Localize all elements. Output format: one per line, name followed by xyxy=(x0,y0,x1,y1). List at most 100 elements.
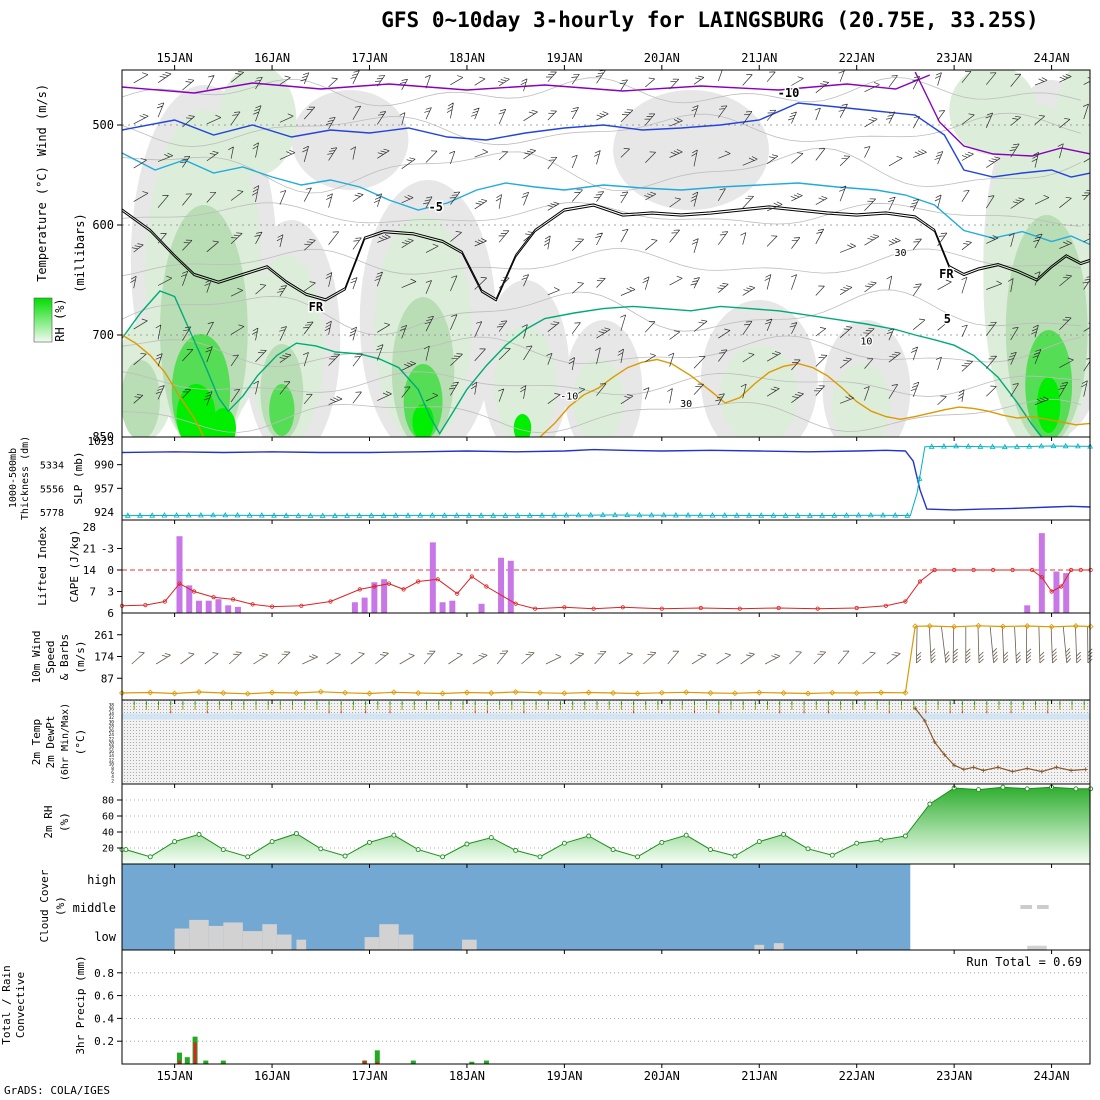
svg-text:Run Total = 0.69: Run Total = 0.69 xyxy=(966,955,1082,969)
svg-text:19JAN: 19JAN xyxy=(546,51,582,65)
svg-text:957: 957 xyxy=(94,482,114,495)
svg-text:12: 12 xyxy=(109,757,115,763)
svg-text:17JAN: 17JAN xyxy=(351,1069,387,1083)
svg-text:-5: -5 xyxy=(429,200,443,214)
svg-text:5778: 5778 xyxy=(40,508,64,519)
svg-text:600: 600 xyxy=(92,218,114,232)
svg-text:2m RH: 2m RH xyxy=(42,805,55,838)
svg-text:32: 32 xyxy=(109,715,115,721)
svg-text:20: 20 xyxy=(102,844,114,855)
svg-text:19JAN: 19JAN xyxy=(546,1069,582,1083)
svg-text:22JAN: 22JAN xyxy=(839,1069,875,1083)
svg-text:34: 34 xyxy=(109,711,115,717)
svg-text:261: 261 xyxy=(94,629,114,642)
svg-text:28: 28 xyxy=(109,724,115,730)
svg-text:5556: 5556 xyxy=(40,484,64,495)
svg-text:16JAN: 16JAN xyxy=(254,51,290,65)
svg-text:Thickness (dm): Thickness (dm) xyxy=(20,436,31,520)
svg-text:0.2: 0.2 xyxy=(94,1035,114,1048)
svg-text:6: 6 xyxy=(111,770,114,776)
svg-text:28: 28 xyxy=(83,521,96,534)
svg-text:6: 6 xyxy=(107,607,114,620)
svg-text:21JAN: 21JAN xyxy=(741,1069,777,1083)
svg-text:10m Wind: 10m Wind xyxy=(30,631,43,684)
svg-text:0.8: 0.8 xyxy=(94,967,114,980)
svg-text:10: 10 xyxy=(109,762,115,768)
svg-text:24: 24 xyxy=(109,732,115,738)
svg-text:20: 20 xyxy=(109,740,115,746)
svg-text:5334: 5334 xyxy=(40,461,64,472)
svg-text:500: 500 xyxy=(92,118,114,132)
svg-text:16: 16 xyxy=(109,749,115,755)
svg-text:36: 36 xyxy=(109,707,115,713)
svg-text:15JAN: 15JAN xyxy=(157,51,193,65)
svg-text:(m/s): (m/s) xyxy=(74,640,87,673)
chart-title: GFS 0~10day 3-hourly for LAINGSBURG (20.… xyxy=(381,8,1039,32)
svg-text:14: 14 xyxy=(83,564,97,577)
svg-text:(%): (%) xyxy=(54,896,67,916)
svg-text:10: 10 xyxy=(860,337,872,348)
svg-text:18JAN: 18JAN xyxy=(449,1069,485,1083)
svg-text:18JAN: 18JAN xyxy=(449,51,485,65)
svg-text:middle: middle xyxy=(73,901,116,915)
svg-text:40: 40 xyxy=(102,828,114,839)
svg-text:& Barbs: & Barbs xyxy=(58,634,71,680)
svg-text:FR: FR xyxy=(309,300,324,314)
svg-text:0.4: 0.4 xyxy=(94,1012,114,1025)
svg-text:924: 924 xyxy=(94,506,114,519)
svg-text:26: 26 xyxy=(109,728,115,734)
svg-text:14: 14 xyxy=(109,753,115,759)
svg-text:80: 80 xyxy=(102,796,114,807)
svg-text:2: 2 xyxy=(111,778,114,784)
svg-text:(°C): (°C) xyxy=(74,729,87,756)
svg-text:7: 7 xyxy=(89,586,96,599)
svg-text:Wind (m/s): Wind (m/s) xyxy=(35,84,49,156)
svg-text:(6hr Min/Max): (6hr Min/Max) xyxy=(60,703,71,781)
svg-text:4: 4 xyxy=(111,774,114,780)
svg-text:2m Temp: 2m Temp xyxy=(30,719,43,765)
svg-text:30: 30 xyxy=(680,399,692,410)
svg-text:Convective: Convective xyxy=(14,972,27,1038)
svg-text:2m DewPt: 2m DewPt xyxy=(44,716,57,769)
svg-text:30: 30 xyxy=(895,248,907,259)
svg-text:1023: 1023 xyxy=(88,435,115,448)
svg-text:20JAN: 20JAN xyxy=(644,1069,680,1083)
svg-text:21JAN: 21JAN xyxy=(741,51,777,65)
svg-text:low: low xyxy=(94,930,116,944)
svg-text:8: 8 xyxy=(111,766,114,772)
svg-text:24JAN: 24JAN xyxy=(1034,51,1070,65)
svg-text:-10: -10 xyxy=(778,86,800,100)
svg-text:700: 700 xyxy=(92,328,114,342)
svg-text:5: 5 xyxy=(944,312,951,326)
svg-text:18: 18 xyxy=(109,745,115,751)
svg-text:SLP (mb): SLP (mb) xyxy=(72,452,85,505)
svg-text:20JAN: 20JAN xyxy=(644,51,680,65)
svg-text:38: 38 xyxy=(109,703,115,709)
svg-text:990: 990 xyxy=(94,459,114,472)
svg-text:Total / Rain: Total / Rain xyxy=(0,965,13,1044)
grads-credit: GrADS: COLA/IGES xyxy=(4,1084,110,1097)
svg-text:0: 0 xyxy=(107,564,114,577)
svg-text:(%): (%) xyxy=(58,812,71,832)
svg-text:1000-500mb: 1000-500mb xyxy=(8,448,19,508)
svg-text:-3: -3 xyxy=(101,542,114,555)
svg-text:high: high xyxy=(87,873,116,887)
svg-text:174: 174 xyxy=(94,651,114,664)
svg-text:16JAN: 16JAN xyxy=(254,1069,290,1083)
svg-text:3hr Precip (mm): 3hr Precip (mm) xyxy=(74,955,87,1054)
svg-text:22: 22 xyxy=(109,736,115,742)
svg-text:3: 3 xyxy=(107,586,114,599)
svg-text:Cloud Cover: Cloud Cover xyxy=(38,869,51,942)
svg-text:850: 850 xyxy=(92,430,114,444)
svg-text:60: 60 xyxy=(102,812,114,823)
svg-text:(millibars): (millibars) xyxy=(73,213,87,292)
svg-text:17JAN: 17JAN xyxy=(351,51,387,65)
svg-text:23JAN: 23JAN xyxy=(936,1069,972,1083)
svg-text:CAPE (J/kg): CAPE (J/kg) xyxy=(68,530,81,603)
svg-text:22JAN: 22JAN xyxy=(839,51,875,65)
svg-text:15JAN: 15JAN xyxy=(157,1069,193,1083)
svg-text:-10: -10 xyxy=(560,392,578,403)
svg-text:FR: FR xyxy=(939,267,954,281)
